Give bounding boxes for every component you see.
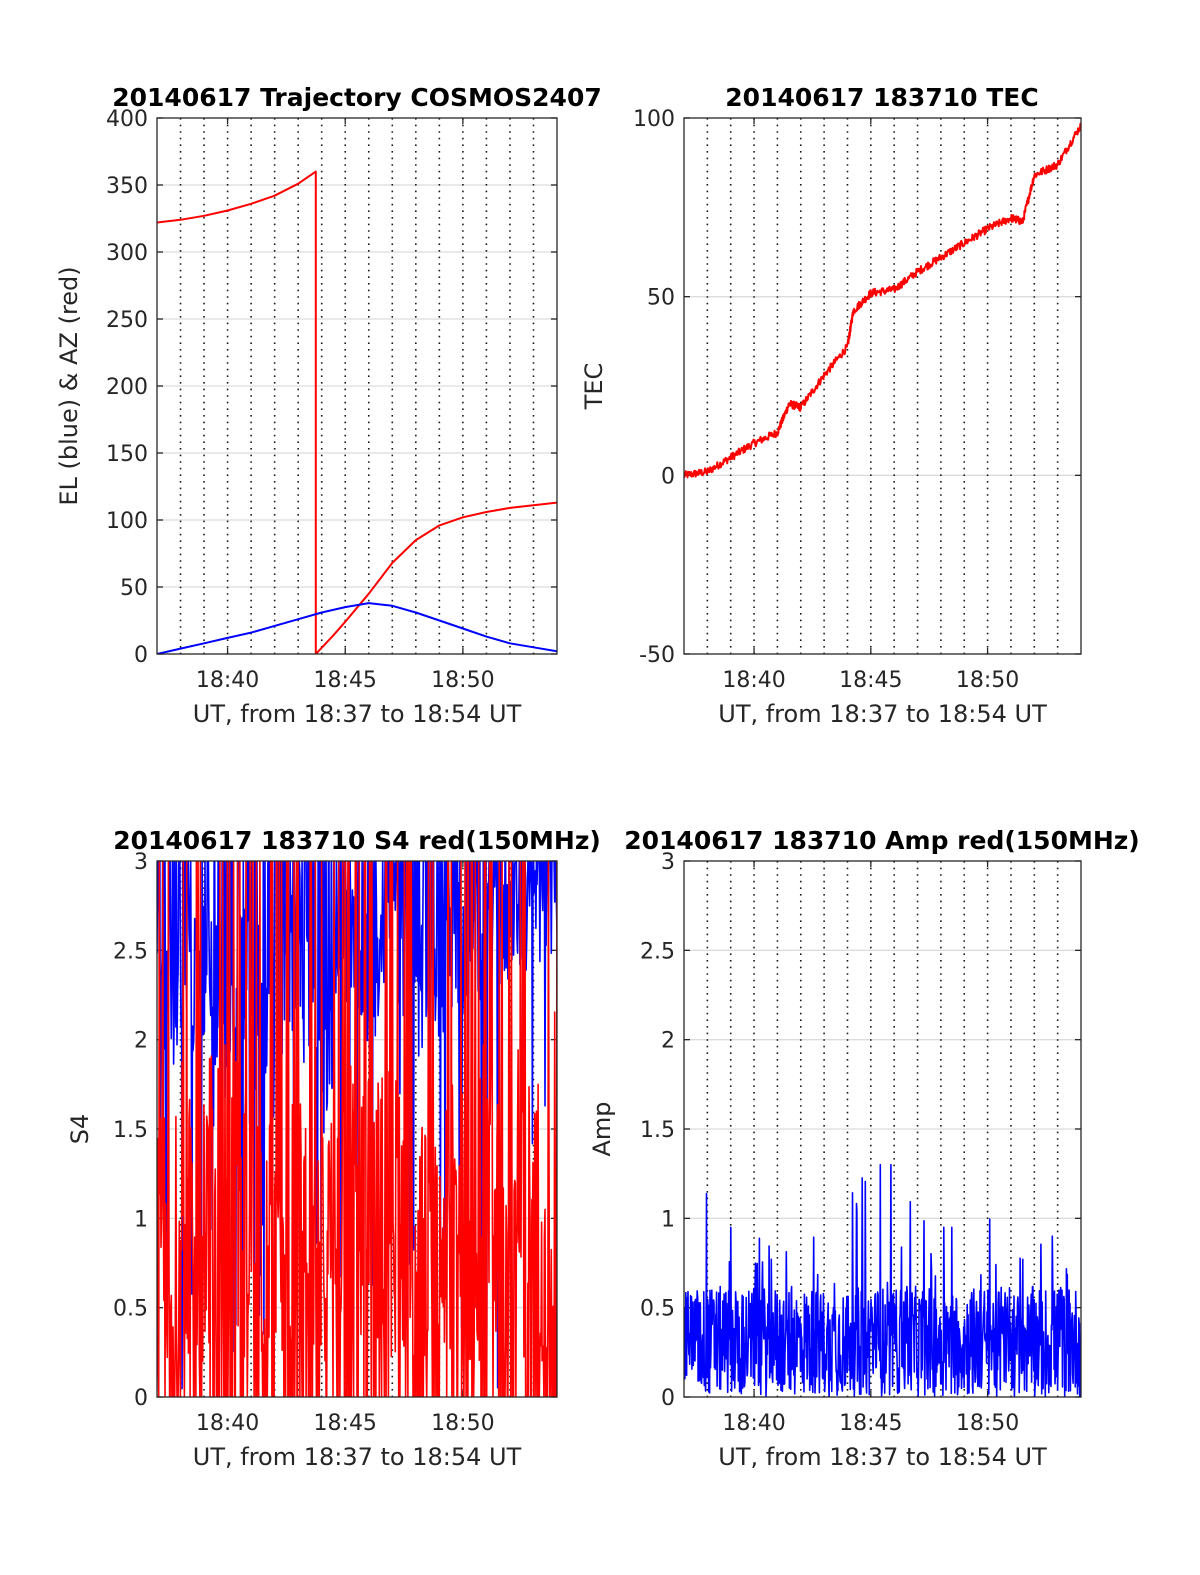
y-tick-label: 0.5 (113, 1297, 148, 1322)
plot-data (157, 170, 557, 654)
axes-frame (683, 117, 1082, 655)
plot-panel-4: 0 0.5 1 1.5 2 2.5 3 18:40 18:45 18:50 20140617 183… (588, 826, 1140, 1471)
y-axis-label: EL (blue) & AZ (red) (55, 266, 83, 505)
x-tick-label: 18:50 (956, 668, 1019, 693)
x-tick-label: 18:45 (314, 1411, 377, 1436)
y-tick-label: 1.5 (113, 1118, 148, 1143)
y-tick-label: 1 (134, 1207, 148, 1232)
y-tick-label: 3 (134, 850, 148, 875)
x-tick-label: 18:40 (722, 668, 785, 693)
y-tick-label: 2 (134, 1029, 148, 1054)
plot-panel-2: -50 0 50 100 18:40 18:45 18:50 20140617 183710 … (580, 83, 1082, 728)
y-tick-label: 0 (134, 1386, 148, 1411)
y-axis-label: S4 (66, 1114, 94, 1145)
y-tick-label: 2 (661, 1029, 675, 1054)
y-tick-label: -50 (639, 643, 675, 668)
y-axis-label: Amp (588, 1101, 616, 1156)
y-tick-label: 300 (106, 241, 148, 266)
y-tick-label: 0 (661, 464, 675, 489)
y-tick-label: 1.5 (640, 1118, 675, 1143)
data-line-series-1 (157, 170, 557, 654)
x-tick-label: 18:40 (722, 1411, 785, 1436)
y-tick-label: 250 (106, 308, 148, 333)
y-tick-label: 0 (661, 1386, 675, 1411)
plot-panel-1: 0 50 100 150 200 250 300 350 400 18:40 18:45 18:50 2… (55, 83, 602, 728)
data-line-series-2 (157, 861, 557, 1397)
y-tick-label: 1 (661, 1207, 675, 1232)
plot-panel-3: 0 0.5 1 1.5 2 2.5 3 18:40 18:45 18:50 20140617 183… (66, 826, 601, 1471)
data-line-series-1 (684, 122, 1081, 479)
axes-frame (156, 117, 558, 655)
plot-data (684, 122, 1081, 479)
chart-title: 20140617 Trajectory COSMOS2407 (112, 83, 602, 112)
y-tick-label: 400 (106, 107, 148, 132)
axes-frame (683, 860, 1082, 1398)
x-tick-label: 18:45 (839, 668, 902, 693)
x-tick-label: 18:50 (956, 1411, 1019, 1436)
x-tick-label: 18:40 (196, 668, 259, 693)
chart-title: 20140617 183710 S4 red(150MHz) (113, 826, 601, 855)
x-tick-label: 18:40 (196, 1411, 259, 1436)
y-tick-label: 350 (106, 174, 148, 199)
chart-title: 20140617 183710 Amp red(150MHz) (624, 826, 1140, 855)
y-tick-label: 100 (633, 107, 675, 132)
plot-data (157, 861, 557, 1397)
x-tick-label: 18:50 (431, 668, 494, 693)
y-tick-label: 2.5 (113, 939, 148, 964)
y-tick-label: 2.5 (640, 939, 675, 964)
y-tick-label: 150 (106, 442, 148, 467)
chart-title: 20140617 183710 TEC (725, 83, 1038, 112)
x-axis-label: UT, from 18:37 to 18:54 UT (193, 1443, 522, 1471)
y-tick-label: 3 (661, 850, 675, 875)
x-tick-label: 18:50 (431, 1411, 494, 1436)
y-tick-label: 50 (120, 576, 148, 601)
data-line-series-1 (684, 1163, 1081, 1397)
x-tick-label: 18:45 (839, 1411, 902, 1436)
y-tick-label: 200 (106, 375, 148, 400)
y-tick-label: 100 (106, 509, 148, 534)
y-tick-label: 0.5 (640, 1297, 675, 1322)
x-tick-label: 18:45 (314, 668, 377, 693)
x-axis-label: UT, from 18:37 to 18:54 UT (718, 700, 1047, 728)
plot-data (684, 1163, 1081, 1397)
y-axis-label: TEC (580, 363, 608, 411)
x-axis-label: UT, from 18:37 to 18:54 UT (193, 700, 522, 728)
axes-frame (156, 860, 558, 1398)
x-axis-label: UT, from 18:37 to 18:54 UT (718, 1443, 1047, 1471)
y-tick-label: 50 (647, 286, 675, 311)
data-line-series-2 (157, 602, 557, 654)
y-tick-label: 0 (134, 643, 148, 668)
